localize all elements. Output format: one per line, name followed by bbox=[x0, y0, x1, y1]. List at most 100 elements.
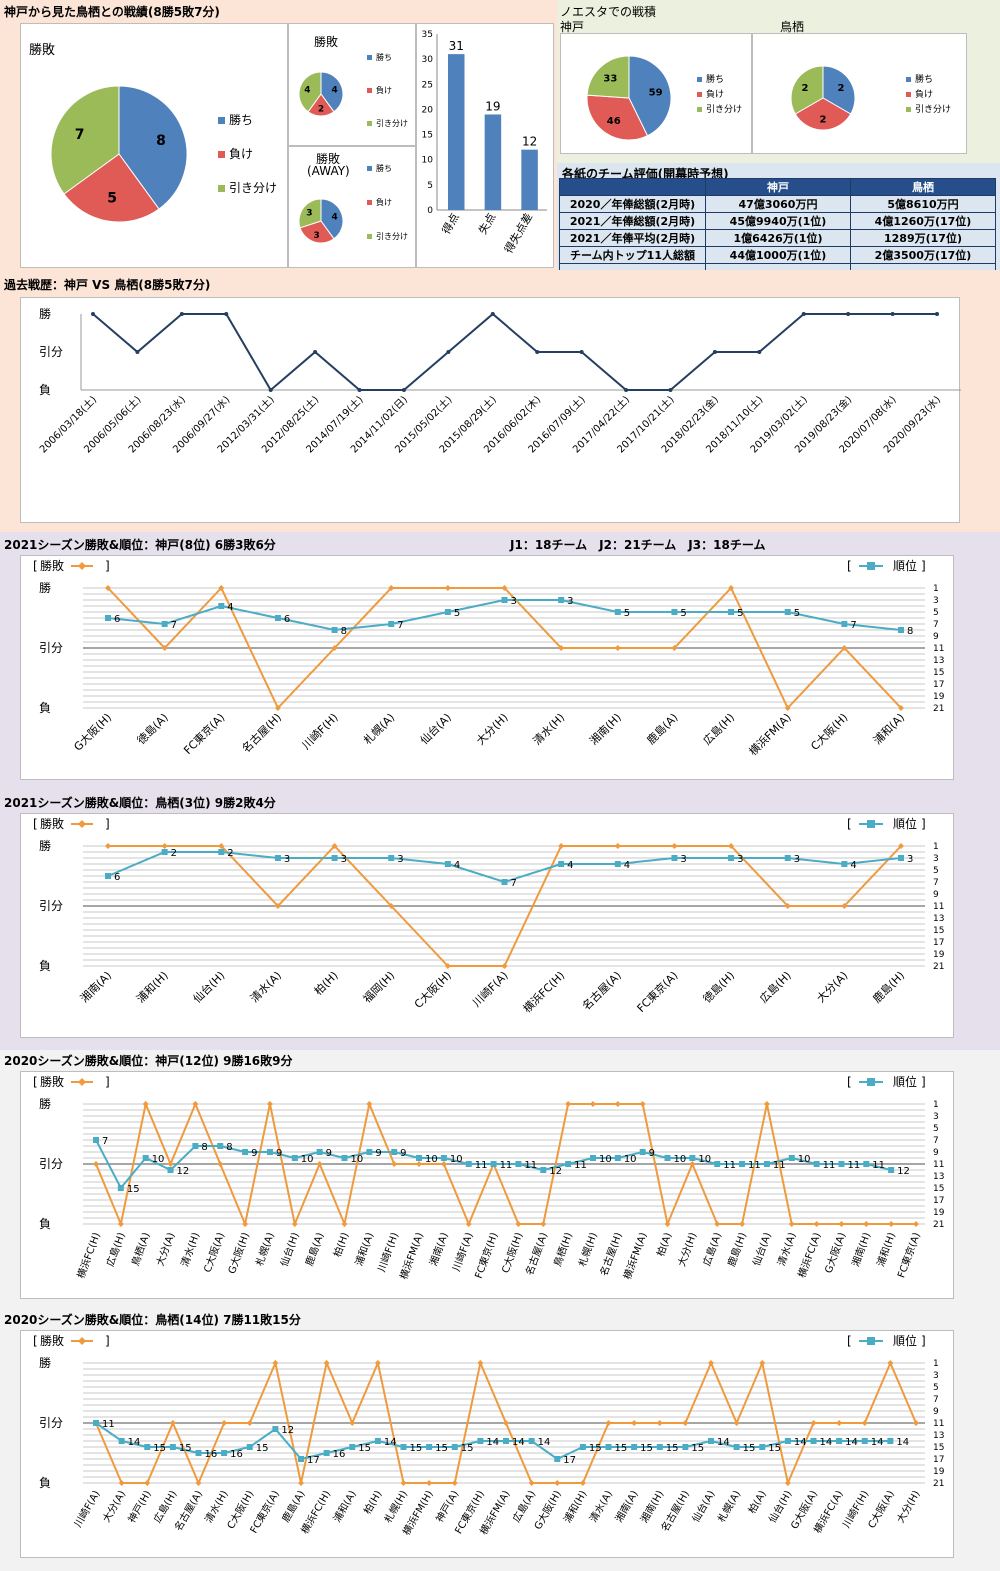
category-label: 浦和(H) bbox=[134, 969, 171, 1006]
rank-label: 16 bbox=[333, 1449, 346, 1460]
result-point bbox=[195, 1480, 202, 1486]
result-point bbox=[274, 903, 281, 909]
rank-label: 6 bbox=[284, 614, 290, 625]
category-label: 徳島(H) bbox=[700, 968, 737, 1005]
legend-marker bbox=[78, 1337, 86, 1345]
rank-label: 15 bbox=[666, 1443, 679, 1454]
data-label: 8 bbox=[156, 133, 166, 149]
result-point bbox=[118, 1480, 125, 1486]
data-label: 7 bbox=[75, 127, 85, 143]
result-point bbox=[391, 1161, 398, 1167]
tick-label: 0 bbox=[427, 206, 433, 216]
pie-title: 勝敗 bbox=[316, 152, 341, 166]
rank-point bbox=[656, 1444, 663, 1450]
rank-point bbox=[323, 1450, 330, 1456]
legend-label: 勝敗 bbox=[40, 816, 64, 831]
rank-tick-label: 1 bbox=[933, 1100, 939, 1110]
data-label: 3 bbox=[306, 209, 312, 219]
legend-label: 順位 bbox=[893, 1333, 917, 1348]
result-point bbox=[169, 1420, 176, 1426]
result-point bbox=[444, 585, 451, 591]
rank-label: 14 bbox=[896, 1437, 909, 1448]
legend-marker bbox=[867, 1337, 875, 1345]
rank-point bbox=[192, 1143, 199, 1149]
result-point bbox=[426, 1480, 433, 1486]
rank-label: 15 bbox=[461, 1443, 474, 1454]
legend-label: 勝ち bbox=[376, 52, 392, 62]
rank-point bbox=[579, 1444, 586, 1450]
data-point bbox=[579, 350, 584, 354]
rank-label: 4 bbox=[624, 860, 630, 871]
rank-label: 8 bbox=[226, 1142, 232, 1153]
result-point bbox=[614, 843, 621, 849]
rank-label: 7 bbox=[397, 620, 403, 631]
evaluation-table: 神戸 鳥栖 2020／年俸総額(2月時) 47億3060万円 5億8610万円 … bbox=[559, 178, 996, 278]
pie-slice bbox=[822, 65, 856, 115]
result-point bbox=[366, 1101, 373, 1107]
category-label: 湘南(A) bbox=[612, 1488, 641, 1525]
rank-label: 15 bbox=[127, 1184, 140, 1195]
data-label: 2 bbox=[820, 114, 827, 125]
category-label: 福岡(H) bbox=[360, 968, 397, 1005]
result-point bbox=[298, 1480, 304, 1486]
legend-swatch bbox=[906, 77, 911, 82]
rank-point bbox=[490, 1161, 497, 1167]
category-label: 湘南(H) bbox=[587, 710, 624, 747]
rank-label: 15 bbox=[153, 1443, 166, 1454]
rank-point bbox=[863, 1161, 870, 1167]
table-header-cell bbox=[559, 178, 706, 196]
result-point bbox=[161, 645, 168, 651]
rank-tick-label: 15 bbox=[933, 1184, 944, 1194]
category-label: 神戸(H) bbox=[125, 1488, 154, 1525]
rank-label: 2 bbox=[171, 848, 177, 859]
result-point bbox=[331, 645, 338, 651]
category-label: 仙台(A) bbox=[750, 1230, 774, 1267]
rank-label: 3 bbox=[567, 596, 573, 607]
data-point bbox=[490, 312, 495, 316]
legend-swatch bbox=[367, 88, 372, 93]
history-panel: 勝引分負 2006/03/18(土) 2006/05/06(土) 2006/08/23… bbox=[20, 297, 961, 523]
data-label: 5 bbox=[107, 191, 117, 207]
rank-point bbox=[631, 1444, 638, 1450]
result-point bbox=[218, 585, 225, 591]
rank-label: 10 bbox=[425, 1154, 438, 1165]
legend-label: 勝敗 bbox=[40, 1074, 64, 1089]
result-point bbox=[784, 705, 791, 711]
rank-tick-label: 19 bbox=[933, 1208, 945, 1218]
category-label: 川崎F(A) bbox=[469, 968, 510, 1009]
rank-label: 15 bbox=[410, 1443, 423, 1454]
y-label: 負 bbox=[39, 959, 51, 973]
legend-label: 負け bbox=[915, 88, 933, 100]
result-point bbox=[341, 1221, 348, 1227]
rank-label: 11 bbox=[823, 1160, 836, 1171]
rank-label: 15 bbox=[179, 1443, 192, 1454]
rank-point bbox=[501, 597, 508, 603]
result-point bbox=[589, 1101, 596, 1107]
rank-label: 10 bbox=[698, 1154, 711, 1165]
rank-point bbox=[331, 627, 338, 633]
result-point bbox=[440, 1161, 447, 1167]
rank-point bbox=[714, 1161, 721, 1167]
data-label: 31 bbox=[449, 39, 464, 53]
result-point bbox=[274, 705, 281, 711]
rank-point bbox=[93, 1420, 99, 1426]
rank-point bbox=[218, 603, 225, 609]
pie-slice bbox=[299, 220, 335, 244]
rank-point bbox=[528, 1438, 535, 1444]
rank-tick-label: 9 bbox=[933, 1407, 939, 1417]
rank-label: 14 bbox=[384, 1437, 397, 1448]
category-label: 神戸(A) bbox=[433, 1488, 462, 1525]
rank-point bbox=[605, 1444, 612, 1450]
category-label: 柏(A) bbox=[654, 1230, 675, 1258]
rank-tick-label: 7 bbox=[933, 620, 939, 630]
rank-tick-label: 7 bbox=[933, 1395, 939, 1405]
result-point bbox=[142, 1101, 149, 1107]
legend-label: 引き分け bbox=[376, 232, 408, 241]
rank-point bbox=[836, 1438, 843, 1444]
legend-label: 引き分け bbox=[229, 181, 277, 195]
legend-label: 引き分け bbox=[376, 119, 408, 128]
rank-tick-label: 1 bbox=[933, 584, 939, 594]
rank-tick-label: 11 bbox=[933, 1419, 944, 1429]
result-point bbox=[887, 1360, 894, 1366]
